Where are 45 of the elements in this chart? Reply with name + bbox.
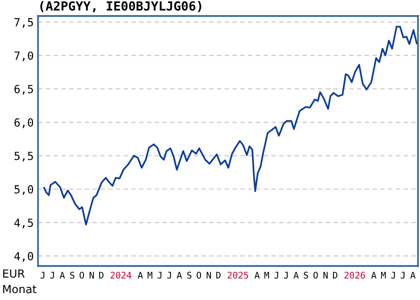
x-axis-title: Monat — [3, 284, 36, 294]
x-tick-label: O — [313, 272, 318, 279]
x-tick-label: A — [371, 272, 376, 278]
x-tick-label: 2026 — [344, 272, 365, 279]
y-tick-label: 6,0 — [14, 118, 34, 128]
x-tick-label: J — [50, 272, 54, 279]
x-tick-label: N — [323, 272, 328, 278]
y-tick-label: 5,5 — [14, 152, 33, 162]
x-tick-label: O — [80, 272, 84, 279]
line-series — [43, 26, 418, 226]
x-tick-label: A — [138, 272, 143, 278]
x-tick-label: A — [294, 272, 299, 278]
x-tick-label: J — [274, 272, 278, 279]
x-tick-label: M — [381, 272, 386, 278]
x-tick-label: N — [90, 272, 94, 278]
x-tick-label: A — [176, 272, 182, 278]
x-tick-label: D — [216, 272, 221, 278]
x-tick-label: J — [167, 272, 171, 279]
x-tick-label: M — [264, 272, 270, 278]
y-tick-label: 7,5 — [14, 18, 33, 28]
y-tick-label: 4,0 — [14, 252, 34, 262]
x-tick-label: D — [99, 272, 104, 278]
x-tick-label: S — [70, 272, 74, 279]
x-tick-label: S — [304, 272, 308, 279]
x-tick-label: D — [333, 272, 338, 278]
y-tick-label: 5,0 — [14, 185, 34, 195]
x-tick-label: J — [391, 272, 395, 279]
x-tick-label: A — [410, 272, 416, 278]
x-tick-label: 2025 — [228, 272, 248, 279]
x-tick-label: A — [254, 272, 260, 278]
x-tick-label: J — [158, 272, 162, 279]
y-axis-title: EUR — [3, 269, 25, 278]
y-tick-label: 4,5 — [14, 218, 33, 228]
x-tick-label: J — [400, 272, 404, 279]
x-tick-label: N — [206, 272, 211, 278]
x-tick-label: M — [148, 272, 152, 278]
chart-title: (A2PGYY, IE00BJYLJG06) — [40, 1, 202, 12]
x-tick-label: J — [40, 272, 44, 279]
y-tick-label: 6,5 — [14, 84, 33, 95]
y-tick-label: 7,0 — [14, 51, 34, 62]
x-tick-label: S — [187, 272, 192, 279]
x-tick-label: A — [60, 272, 65, 278]
x-tick-label: J — [284, 272, 288, 279]
x-tick-label: 2024 — [110, 272, 132, 279]
x-tick-label: O — [196, 272, 202, 279]
